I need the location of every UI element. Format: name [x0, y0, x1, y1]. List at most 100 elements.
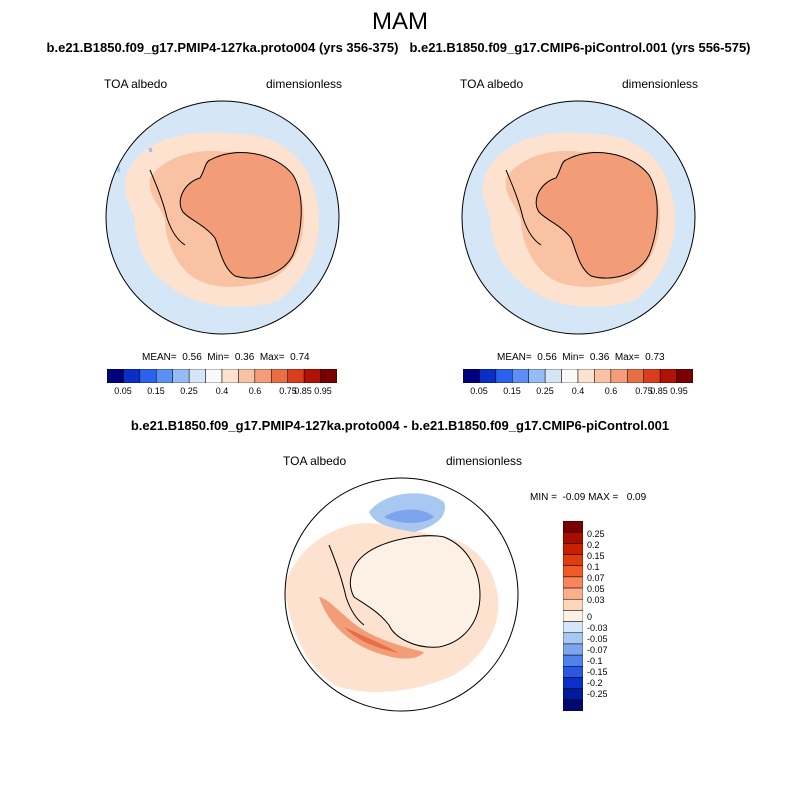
map-border: [105, 100, 340, 335]
colorbar-swatch: [563, 643, 583, 656]
difference-colorbar: [563, 521, 583, 711]
colorbar-swatch: [528, 369, 546, 383]
colorbar-swatch: [563, 576, 583, 589]
colorbar-swatch: [563, 521, 583, 533]
colorbar-swatch: [563, 654, 583, 667]
panel-2-stats: MEAN= 0.56 Min= 0.36 Max= 0.73: [497, 352, 665, 363]
panel-1-units-label: dimensionless: [266, 77, 343, 91]
panel-2-colorbar: [463, 369, 693, 383]
colorbar-tick: 0.95: [314, 386, 332, 396]
colorbar-swatch: [643, 369, 661, 383]
colorbar-swatch: [205, 369, 223, 383]
colorbar-swatch: [463, 369, 480, 383]
colorbar-swatch: [563, 543, 583, 555]
colorbar-swatch: [594, 369, 612, 383]
panel-2-map: [461, 100, 696, 335]
colorbar-tick: 0.03: [587, 595, 605, 605]
colorbar-swatch: [659, 369, 677, 383]
colorbar-swatch: [544, 369, 562, 383]
colorbar-tick: -0.1: [587, 656, 603, 666]
colorbar-tick: 0.75: [279, 386, 297, 396]
colorbar-tick: 0.95: [670, 386, 688, 396]
colorbar-tick: 0.2: [587, 540, 600, 550]
colorbar-swatch: [512, 369, 529, 383]
colorbar-tick: 0.07: [587, 573, 605, 583]
colorbar-tick: -0.05: [587, 634, 608, 644]
colorbar-swatch: [271, 369, 288, 383]
antarctic-peninsula: [149, 169, 186, 246]
panel-2-units-label: dimensionless: [622, 77, 699, 91]
colorbar-swatch: [563, 677, 583, 689]
colorbar-swatch: [172, 369, 190, 383]
antarctica: [349, 535, 481, 648]
panel-2-colorbar-ticks: 0.05 0.15 0.25 0.4 0.6 0.75 0.85 0.95: [463, 386, 693, 398]
panel-1-colorbar-ticks: 0.05 0.15 0.25 0.4 0.6 0.75 0.85 0.95: [107, 386, 337, 398]
colorbar-swatch: [563, 554, 583, 566]
colorbar-swatch: [238, 369, 256, 383]
colorbar-swatch: [563, 666, 583, 678]
colorbar-swatch: [563, 621, 583, 634]
colorbar-tick: -0.2: [587, 678, 603, 688]
colorbar-tick: 0.4: [215, 386, 229, 396]
colorbar-tick: 0: [587, 612, 593, 622]
difference-units-label: dimensionless: [446, 454, 523, 468]
colorbar-swatch: [577, 369, 595, 383]
colorbar-tick: 0.25: [180, 386, 198, 396]
panel-1-stats: MEAN= 0.56 Min= 0.36 Max= 0.74: [142, 352, 310, 363]
panel-2-case-title: b.e21.B1850.f09_g17.CMIP6-piControl.001 …: [409, 40, 751, 55]
colorbar-tick: 0.6: [604, 386, 618, 396]
colorbar-swatch: [188, 369, 206, 383]
colorbar-swatch: [563, 699, 583, 711]
colorbar-swatch: [495, 369, 513, 383]
map-border: [284, 477, 519, 712]
colorbar-tick: 0.25: [536, 386, 554, 396]
colorbar-swatch: [254, 369, 272, 383]
panel-1-colorbar: [107, 369, 337, 383]
colorbar-tick: 0.6: [248, 386, 262, 396]
colorbar-swatch: [563, 587, 583, 600]
difference-colorbar-ticks: 0.25 0.2 0.15 0.1 0.07 0.05 0.03 0 -0.03…: [587, 521, 627, 711]
colorbar-swatch: [221, 369, 239, 383]
colorbar-swatch: [139, 369, 157, 383]
season-title: MAM: [372, 8, 428, 35]
difference-stats: MIN = -0.09 MAX = 0.09: [530, 492, 647, 503]
colorbar-tick: 0.05: [587, 584, 605, 594]
colorbar-swatch: [479, 369, 497, 383]
colorbar-tick: 0.15: [147, 386, 165, 396]
colorbar-tick: 0.75: [635, 386, 653, 396]
peak-positive-anomaly: [344, 627, 399, 653]
panel-1-case-title: b.e21.B1850.f09_g17.PMIP4-127ka.proto004…: [46, 40, 399, 55]
colorbar-swatch: [563, 688, 583, 701]
strong-negative-anomaly: [384, 509, 434, 523]
colorbar-swatch: [563, 632, 583, 645]
colorbar-swatch: [563, 610, 583, 622]
colorbar-swatch: [123, 369, 141, 383]
antarctic-peninsula: [328, 544, 365, 626]
colorbar-tick: -0.15: [587, 667, 608, 677]
colorbar-tick: 0.05: [470, 386, 488, 396]
colorbar-swatch: [303, 369, 321, 383]
colorbar-tick: -0.25: [587, 689, 608, 699]
colorbar-tick: 0.1: [587, 562, 600, 572]
panel-1-variable-label: TOA albedo: [104, 77, 168, 91]
colorbar-swatch: [563, 531, 583, 544]
colorbar-swatch: [320, 369, 337, 383]
colorbar-swatch: [107, 369, 124, 383]
colorbar-tick: 0.15: [587, 551, 605, 561]
colorbar-tick: 0.15: [503, 386, 521, 396]
colorbar-tick: -0.03: [587, 623, 608, 633]
colorbar-tick: 0.4: [571, 386, 585, 396]
antarctica: [535, 152, 658, 279]
colorbar-tick: 0.85: [650, 386, 668, 396]
colorbar-tick: 0.85: [294, 386, 312, 396]
colorbar-tick: -0.07: [587, 645, 608, 655]
difference-map: [284, 477, 519, 712]
colorbar-swatch: [563, 598, 583, 611]
antarctica: [179, 152, 302, 279]
colorbar-tick: 0.25: [587, 529, 605, 539]
difference-title: b.e21.B1850.f09_g17.PMIP4-127ka.proto004…: [130, 418, 670, 433]
colorbar-swatch: [156, 369, 173, 383]
colorbar-tick: 0.05: [114, 386, 132, 396]
colorbar-swatch: [627, 369, 644, 383]
map-border: [461, 100, 696, 335]
